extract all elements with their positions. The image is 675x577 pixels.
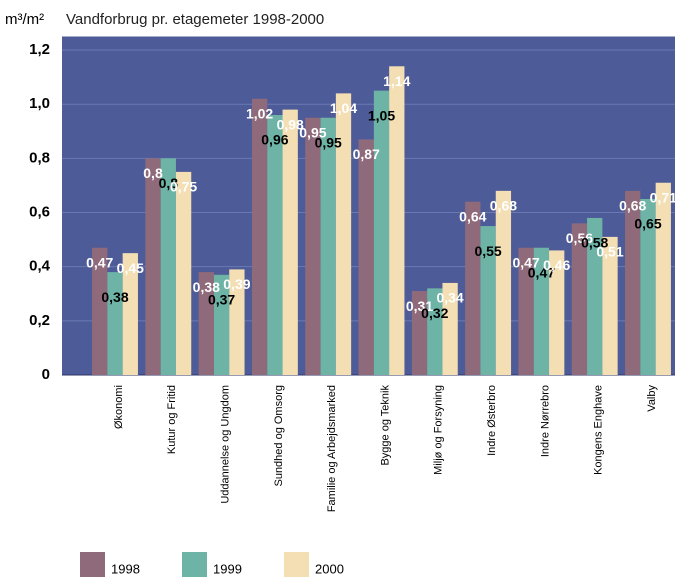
data-label: 0,68	[619, 198, 646, 214]
data-label: 0,31	[406, 298, 433, 314]
data-label: 1,02	[246, 105, 273, 121]
bar	[389, 66, 405, 376]
bar	[320, 117, 336, 376]
x-tick-label: Bygge og Teknik	[379, 385, 391, 466]
bar	[533, 247, 550, 375]
data-label: 0,8	[159, 175, 179, 191]
bar	[305, 117, 321, 376]
data-label: 0,47	[512, 254, 539, 270]
bar	[640, 198, 656, 375]
data-label: 0,39	[223, 276, 250, 292]
bar	[518, 247, 534, 375]
bar	[107, 272, 123, 375]
x-tick-label: Miljø og Forsyning	[433, 385, 445, 475]
y-tick-label: 0,2	[29, 312, 50, 329]
data-label: 0,37	[208, 292, 235, 308]
data-label: 0,87	[353, 146, 380, 162]
bar	[655, 182, 671, 375]
data-label: 1,14	[383, 73, 410, 89]
data-label: 0,65	[634, 216, 661, 232]
data-label: 0,32	[421, 305, 448, 321]
bar	[587, 217, 603, 375]
data-label: 0,47	[86, 254, 113, 270]
bar	[282, 109, 298, 375]
bar	[549, 250, 565, 375]
data-label: 0,98	[277, 116, 304, 132]
x-tick-label: Valby	[646, 385, 658, 412]
data-label: 0,64	[459, 208, 486, 224]
bar	[175, 171, 192, 375]
bar	[267, 115, 283, 376]
x-tick-label: Uddannelse og Ungdom	[220, 385, 232, 504]
legend-label: 1998	[111, 561, 140, 576]
data-label: 0,45	[117, 260, 144, 276]
bar	[571, 223, 588, 375]
bar	[625, 190, 641, 375]
x-tick-label: Kongens Enghave	[593, 385, 605, 475]
bar	[411, 291, 428, 375]
bar	[480, 226, 496, 375]
y-tick-label: 1,0	[29, 95, 50, 112]
bar	[160, 158, 176, 375]
data-label: 0,95	[315, 134, 342, 150]
bar	[198, 272, 214, 375]
bar	[358, 139, 374, 375]
data-label: 0,8	[143, 165, 163, 181]
x-tick-label: Økonomi	[113, 385, 125, 429]
legend-label: 2000	[315, 561, 344, 576]
data-label: 0,95	[299, 124, 326, 140]
data-label: 1,05	[368, 107, 395, 123]
x-tick-label: Indre Østerbro	[486, 385, 498, 456]
bar	[373, 90, 390, 375]
data-label: 0,96	[261, 132, 288, 148]
data-label: 0,47	[528, 264, 555, 280]
bar	[465, 201, 481, 375]
y-tick-label: 0,8	[29, 149, 50, 166]
bar	[251, 98, 268, 375]
bar	[92, 247, 108, 375]
legend-swatch	[80, 552, 105, 577]
chart-title: Vandforbrug pr. etagemeter 1998-2000	[66, 11, 324, 28]
bar	[335, 93, 352, 376]
x-tick-label: Indre Nørrebro	[539, 385, 551, 457]
bar	[495, 190, 512, 375]
y-axis-label: m³/m²	[5, 11, 44, 28]
bar	[122, 253, 138, 375]
bar	[213, 274, 230, 375]
data-label: 0,38	[193, 279, 220, 295]
bar	[602, 236, 618, 375]
bar	[145, 158, 161, 375]
legend-swatch	[284, 552, 309, 577]
y-tick-label: 0,4	[29, 258, 51, 275]
x-tick-label: Kutur og Fritid	[166, 385, 178, 454]
legend-swatch	[182, 552, 207, 577]
bar	[427, 288, 443, 375]
bar	[442, 282, 458, 375]
data-label: 0,34	[436, 290, 463, 306]
data-label: 0,58	[581, 235, 608, 251]
bar	[229, 269, 245, 375]
data-label: 0,75	[170, 179, 197, 195]
y-tick-label: 0,6	[29, 203, 50, 220]
data-label: 0,68	[490, 198, 517, 214]
x-tick-label: Familie og Arbejdsmarked	[326, 385, 338, 512]
data-label: 1,04	[330, 100, 357, 116]
data-label: 0,55	[474, 243, 501, 259]
data-label: 0,46	[543, 257, 570, 273]
data-label: 0,56	[566, 230, 593, 246]
y-tick-label: 1,2	[29, 41, 50, 58]
data-label: 0,71	[650, 189, 675, 205]
y-tick-label: 0	[42, 366, 50, 383]
x-tick-label: Sundhed og Omsorg	[273, 385, 285, 487]
data-label: 0,51	[596, 244, 623, 260]
data-label: 0,38	[101, 289, 128, 305]
legend-label: 1999	[213, 561, 242, 576]
